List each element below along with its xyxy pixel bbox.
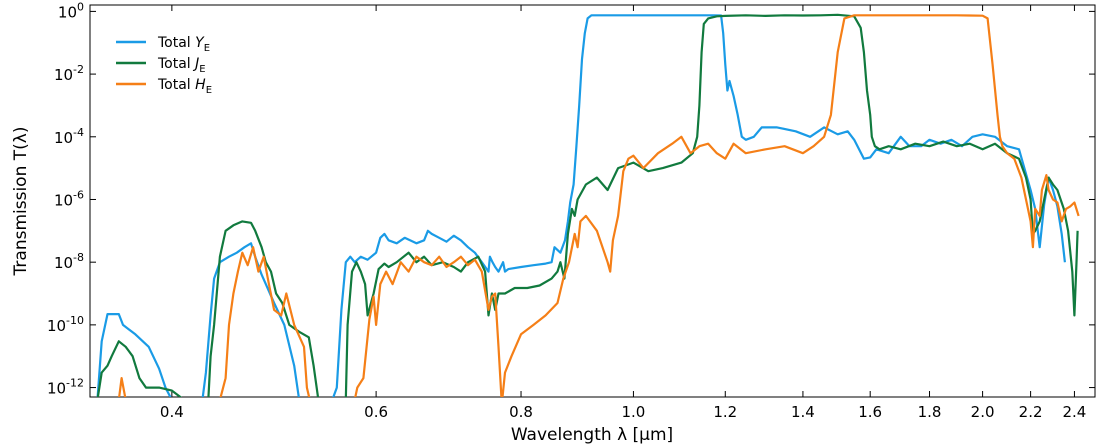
series-lines xyxy=(96,13,1080,397)
x-tick-label: 2.2 xyxy=(1019,403,1043,421)
x-tick-label: 1.2 xyxy=(713,403,737,421)
series-line-y xyxy=(96,14,1066,397)
x-tick-label: 1.8 xyxy=(918,403,942,421)
x-tick-label: 2.0 xyxy=(971,403,995,421)
y-tick-label: 10-12 xyxy=(47,377,84,398)
x-tick-label: 0.8 xyxy=(509,403,533,421)
x-tick-label: 0.6 xyxy=(364,403,388,421)
legend-label: Total JE xyxy=(157,56,206,75)
x-axis: 0.4 0.6 0.8 1.0 1.2 1.4 1.6 1.8 2.0 2.2 2.4 xyxy=(160,5,1086,421)
x-tick-label: 1.0 xyxy=(622,403,646,421)
y-tick-label: 10-2 xyxy=(54,63,84,84)
y-tick-label: 10-8 xyxy=(54,251,84,272)
y-axis: 100 10-2 10-4 10-6 10-8 10-10 10-12 xyxy=(47,0,1095,398)
y-tick-label: 100 xyxy=(58,0,84,21)
plot-frame xyxy=(89,4,1096,398)
x-tick-label: 1.4 xyxy=(791,403,815,421)
legend-label: Total YE xyxy=(157,35,210,54)
y-tick-label: 10-10 xyxy=(47,314,84,335)
y-tick-label: 10-4 xyxy=(54,126,84,147)
x-axis-label: Wavelength λ [μm] xyxy=(511,425,673,445)
series-line-j xyxy=(96,13,1079,397)
x-tick-label: 0.4 xyxy=(160,403,184,421)
x-tick-label: 1.6 xyxy=(858,403,882,421)
x-tick-label: 2.4 xyxy=(1063,403,1087,421)
legend-label: Total HE xyxy=(157,77,212,96)
y-tick-label: 10-6 xyxy=(54,188,84,209)
legend: Total YE Total JE Total HE xyxy=(116,35,212,96)
series-line-h xyxy=(118,14,1080,397)
y-axis-label: Transmission T(λ) xyxy=(11,127,31,277)
